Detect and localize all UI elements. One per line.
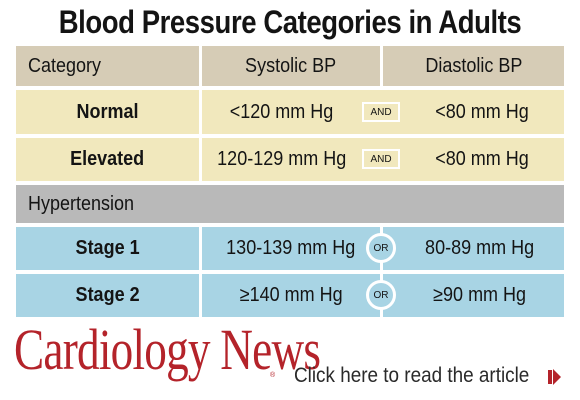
column-divider — [380, 227, 383, 320]
row-stage1-category: Stage 1 — [16, 227, 199, 270]
registered-mark: ® — [270, 372, 276, 379]
row-stage1-category-label: Stage 1 — [75, 237, 140, 259]
header-systolic: Systolic BP — [202, 46, 380, 86]
row-elevated-diastolic-label: <80 mm Hg — [435, 148, 529, 170]
or-connector-badge: OR — [366, 233, 396, 263]
bp-categories-table: Category Systolic BP Diastolic BP Normal… — [16, 46, 564, 320]
arrow-right-icon[interactable] — [548, 368, 562, 386]
row-stage2-diastolic-label: ≥90 mm Hg — [433, 284, 527, 306]
row-stage1-diastolic-label: 80-89 mm Hg — [425, 237, 535, 259]
row-elevated-systolic-label: 120-129 mm Hg — [217, 148, 347, 170]
row-stage2-category: Stage 2 — [16, 274, 199, 317]
read-article-label: Click here to read the article — [294, 364, 530, 387]
row-stage1-diastolic: 80-89 mm Hg — [396, 227, 564, 270]
section-hypertension: Hypertension — [16, 185, 564, 223]
header-diastolic: Diastolic BP — [383, 46, 564, 86]
row-stage2-systolic-label: ≥140 mm Hg — [239, 284, 343, 306]
header-diastolic-label: Diastolic BP — [424, 54, 523, 77]
row-stage1-systolic: 130-139 mm Hg — [202, 227, 380, 270]
row-elevated-category-label: Elevated — [70, 148, 145, 170]
row-elevated-category: Elevated — [16, 138, 199, 181]
row-stage2-diastolic: ≥90 mm Hg — [396, 274, 564, 317]
and-connector-badge: AND — [362, 102, 400, 122]
or-connector-badge: OR — [366, 280, 396, 310]
row-stage2-category-label: Stage 2 — [75, 284, 140, 306]
header-systolic-label: Systolic BP — [245, 54, 337, 77]
row-normal-systolic-label: <120 mm Hg — [230, 100, 334, 123]
cardiology-news-logo[interactable]: Cardiology News — [14, 317, 321, 382]
row-stage2-systolic: ≥140 mm Hg — [202, 274, 380, 317]
and-connector-badge: AND — [362, 149, 400, 169]
read-article-link[interactable]: Click here to read the article — [294, 364, 555, 388]
row-normal-diastolic: <80 mm Hg — [400, 90, 564, 134]
row-stage1-systolic-label: 130-139 mm Hg — [226, 237, 356, 259]
row-normal-systolic: <120 mm Hg — [202, 90, 362, 134]
header-category: Category — [16, 46, 199, 86]
header-category-label: Category — [28, 54, 102, 77]
section-hypertension-label: Hypertension — [28, 192, 135, 215]
row-normal-category-label: Normal — [76, 100, 139, 123]
row-elevated-systolic: 120-129 mm Hg — [202, 138, 362, 181]
row-elevated-diastolic: <80 mm Hg — [400, 138, 564, 181]
row-normal-category: Normal — [16, 90, 199, 134]
page-title: Blood Pressure Categories in Adults — [58, 4, 522, 40]
row-normal-diastolic-label: <80 mm Hg — [435, 100, 529, 123]
